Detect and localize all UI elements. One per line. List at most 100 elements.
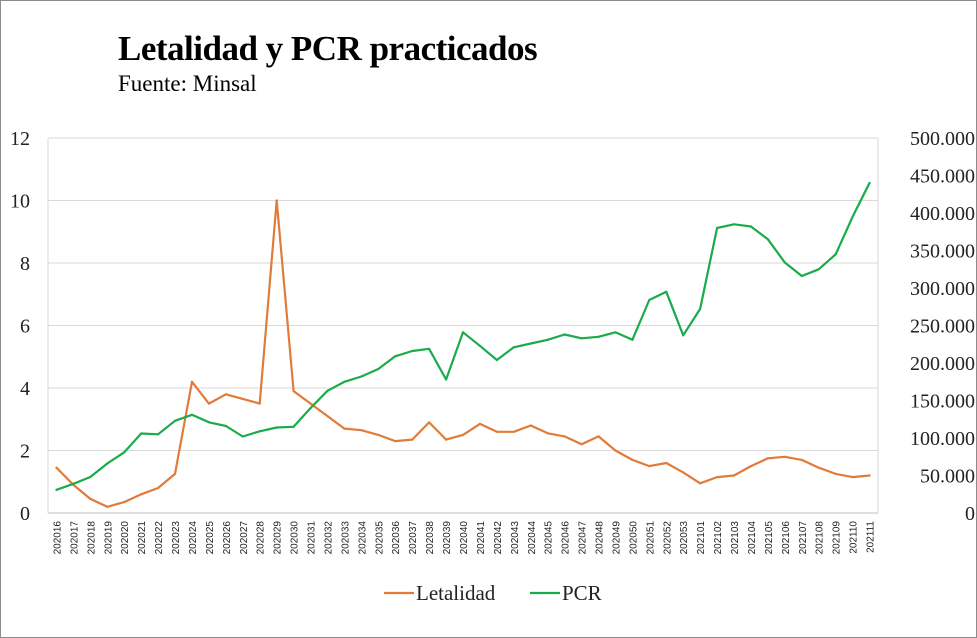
data-point-pcr (580, 337, 583, 340)
data-point-pcr (732, 223, 736, 226)
data-point-pcr (495, 358, 498, 362)
x-tick-label: 202038 (425, 521, 436, 555)
x-tick-label: 202032 (323, 521, 334, 555)
x-tick-label: 202025 (205, 521, 216, 555)
data-point-pcr (682, 334, 685, 337)
x-tick-label: 202031 (307, 521, 318, 555)
x-tick-label: 202028 (256, 521, 267, 555)
y-right-tick-label: 200.000 (910, 353, 975, 375)
data-point-pcr (428, 347, 431, 350)
x-tick-label: 202103 (730, 521, 741, 555)
chart-subtitle: Fuente: Minsal (118, 71, 257, 96)
x-tick-label: 202020 (120, 521, 131, 555)
data-point-letalidad (173, 472, 177, 475)
data-point-letalidad (512, 430, 515, 433)
x-tick-label: 202030 (290, 521, 301, 555)
data-point-letalidad (241, 397, 244, 400)
x-tick-label: 202049 (611, 521, 622, 555)
x-tick-label: 202042 (493, 521, 504, 555)
y-left-tick-label: 4 (20, 378, 30, 400)
data-point-pcr (241, 435, 244, 438)
data-point-letalidad (580, 443, 583, 446)
data-point-pcr (72, 482, 75, 485)
data-point-pcr (834, 253, 837, 256)
x-tick-label: 202106 (781, 521, 792, 555)
data-point-letalidad (445, 438, 448, 441)
y-left-tick-label: 10 (10, 191, 30, 213)
data-point-letalidad (495, 430, 498, 433)
x-tick-label: 202107 (798, 521, 809, 555)
data-point-letalidad (55, 466, 58, 469)
data-point-pcr (529, 342, 532, 345)
legend-label-letalidad: Letalidad (416, 581, 496, 605)
data-point-letalidad (563, 435, 566, 438)
x-tick-label: 202039 (442, 521, 453, 555)
data-point-letalidad (597, 435, 600, 438)
y-right-tick-label: 450.000 (910, 166, 975, 188)
chart-title: Letalidad y PCR practicados (118, 29, 538, 68)
data-point-letalidad (394, 440, 397, 443)
data-point-letalidad (478, 422, 481, 425)
data-point-pcr (461, 331, 465, 334)
y-right-tick-label: 500.000 (910, 128, 975, 150)
data-point-pcr (258, 430, 261, 433)
y-right-tick-label: 50.000 (920, 466, 975, 488)
data-point-pcr (207, 421, 210, 424)
x-tick-label: 202108 (815, 521, 826, 555)
x-tick-label: 202044 (527, 521, 538, 555)
x-tick-label: 202026 (222, 521, 233, 555)
y-left-tick-label: 12 (10, 128, 30, 150)
data-point-pcr (783, 261, 786, 264)
x-tick-label: 202022 (154, 521, 165, 555)
x-tick-label: 202021 (137, 521, 148, 555)
data-point-pcr (597, 335, 600, 338)
data-point-letalidad (123, 501, 126, 504)
data-point-letalidad (343, 427, 346, 430)
x-tick-label: 202024 (188, 521, 199, 555)
data-point-letalidad (665, 461, 668, 465)
data-point-letalidad (428, 421, 431, 424)
x-tick-label: 202053 (679, 521, 690, 555)
y-right-tick-label: 0 (965, 503, 975, 525)
data-point-letalidad (732, 474, 736, 477)
data-point-pcr (716, 226, 719, 230)
data-point-pcr (343, 380, 346, 383)
x-tick-label: 202048 (595, 521, 606, 555)
data-point-pcr (106, 462, 109, 465)
x-tick-label: 202040 (459, 521, 470, 555)
data-point-letalidad (749, 465, 753, 468)
data-point-pcr (275, 426, 278, 429)
data-point-letalidad (529, 424, 532, 427)
x-tick-label: 202050 (628, 521, 639, 555)
data-point-pcr (309, 406, 312, 410)
y-right-tick-label: 400.000 (910, 203, 975, 225)
data-point-pcr (699, 307, 702, 311)
y-left-tick-label: 2 (20, 441, 30, 463)
data-point-pcr (868, 181, 871, 185)
x-tick-label: 202037 (408, 521, 419, 555)
data-point-letalidad (800, 458, 803, 461)
x-tick-label: 202045 (544, 521, 555, 555)
data-point-letalidad (258, 402, 261, 405)
data-point-pcr (478, 344, 481, 347)
x-tick-label: 202018 (86, 521, 97, 555)
data-point-letalidad (411, 438, 414, 441)
data-point-letalidad (648, 465, 651, 468)
data-point-letalidad (106, 505, 109, 508)
data-point-pcr (89, 475, 92, 479)
x-tick-label: 202034 (357, 521, 368, 555)
x-tick-label: 202036 (391, 521, 402, 555)
data-point-letalidad (546, 432, 549, 435)
data-point-pcr (851, 215, 854, 218)
data-point-letalidad (326, 415, 329, 418)
data-point-letalidad (275, 199, 278, 202)
data-point-pcr (377, 367, 380, 371)
data-point-pcr (326, 389, 329, 392)
data-point-pcr (817, 268, 820, 271)
data-point-pcr (749, 225, 753, 228)
x-tick-label: 202041 (476, 521, 487, 555)
data-point-pcr (140, 432, 143, 435)
x-tick-label: 202019 (103, 521, 114, 555)
data-point-letalidad (716, 476, 719, 479)
